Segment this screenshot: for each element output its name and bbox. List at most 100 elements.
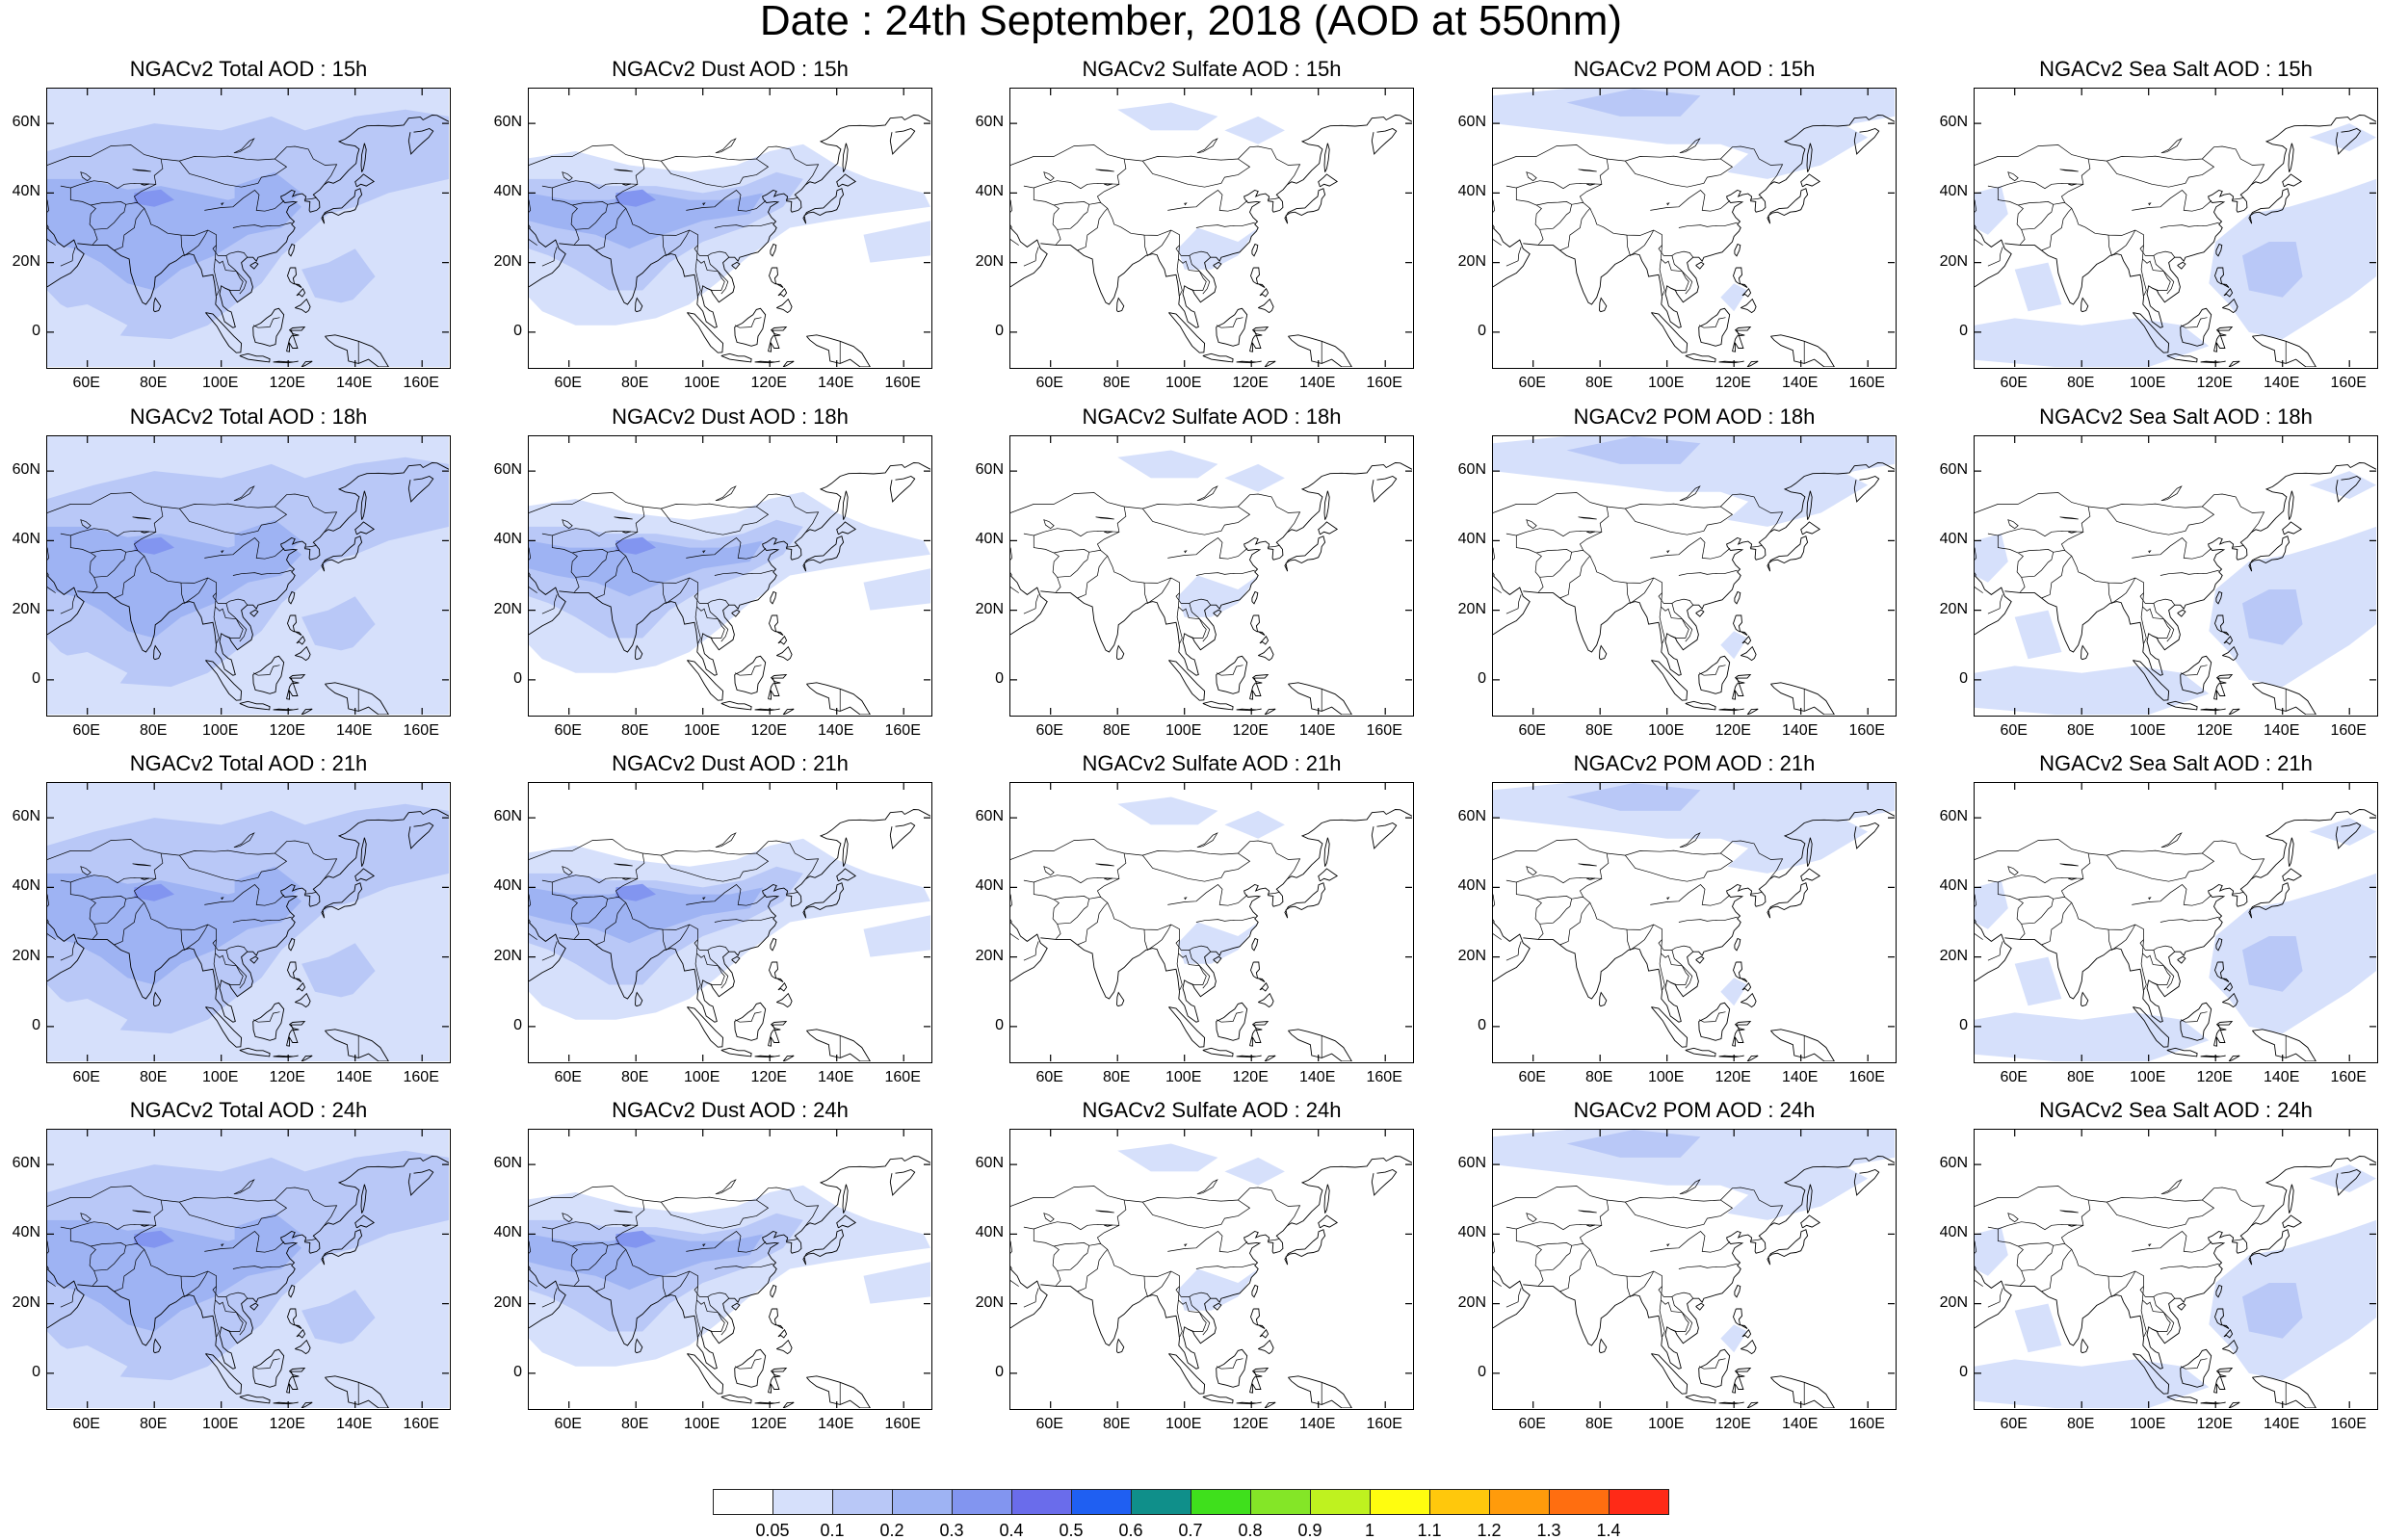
coastline: [2133, 660, 2170, 701]
coastline: [1010, 227, 1048, 288]
aod-field-light: [2014, 1303, 2062, 1353]
lat-tick-label: 60N: [12, 114, 40, 131]
coastline: [2215, 590, 2223, 605]
border-line: [529, 894, 532, 923]
colorbar-swatch: [713, 1489, 773, 1515]
border-line: [213, 953, 220, 991]
border-line: [1579, 852, 1694, 953]
lat-tick-label: 60N: [12, 461, 40, 479]
border-line: [133, 1199, 249, 1299]
coastline: [754, 708, 780, 712]
lat-tick-label: 60N: [493, 461, 522, 479]
border-line: [252, 665, 280, 676]
lat-tick-label: 0: [995, 1016, 1004, 1033]
coastline: [2166, 700, 2198, 711]
border-line: [661, 852, 770, 882]
lon-tick-label: 140E: [2264, 1416, 2300, 1432]
border-line: [1539, 1245, 1573, 1271]
coastline: [802, 1229, 845, 1266]
border-line: [1975, 1240, 1977, 1269]
lon-tick-label: 100E: [684, 722, 720, 739]
coastline: [1767, 188, 1809, 224]
coastline: [1698, 1002, 1731, 1041]
colorbar-label: 0.4: [999, 1521, 1024, 1540]
aod-field-light: [2309, 1164, 2376, 1192]
panel-title: NGACv2 Dust AOD : 21h: [612, 751, 849, 775]
lat-tick-label: 0: [995, 322, 1004, 339]
coastline: [1258, 298, 1274, 314]
map-frame: [1974, 1129, 2378, 1410]
coastline: [1251, 590, 1259, 605]
border-line: [1189, 1296, 1211, 1336]
border-line: [1010, 574, 1019, 593]
colorbar-swatch: [1131, 1489, 1191, 1515]
lake-outline: [1578, 169, 1597, 172]
coastline: [1250, 1308, 1266, 1329]
aod-field-light: [1117, 1143, 1218, 1172]
lat-tick-label: 20N: [493, 252, 522, 270]
coastline: [354, 173, 376, 188]
lon-tick-label: 140E: [1299, 375, 1336, 391]
border-line: [1579, 158, 1694, 258]
coastline: [1599, 991, 1608, 1007]
panel-title: NGACv2 Sulfate AOD : 24h: [1082, 1098, 1342, 1122]
aod-field-light: [1177, 1268, 1259, 1311]
coastline: [1523, 462, 1895, 676]
coastline: [2248, 535, 2290, 572]
coastline: [889, 476, 916, 503]
aod-field-mid: [301, 1290, 376, 1345]
lake-outline: [221, 897, 224, 901]
lake-outline: [1043, 171, 1055, 182]
border-line: [1625, 158, 1734, 188]
coastline: [325, 1029, 389, 1061]
border-line: [1626, 577, 1655, 604]
lake-outline: [1666, 202, 1670, 206]
lake-outline: [1578, 863, 1597, 867]
coastline: [2215, 1284, 2223, 1298]
coastline: [777, 1328, 788, 1339]
coastline: [2215, 243, 2223, 257]
coastline: [1767, 882, 1809, 919]
coastline: [836, 868, 857, 882]
lake-outline: [562, 1213, 573, 1223]
coastline: [1249, 673, 1270, 700]
aod-field-light: [1720, 978, 1748, 1006]
lat-tick-label: 0: [32, 1016, 40, 1033]
coastline: [889, 1169, 916, 1196]
coastline: [2180, 1348, 2212, 1388]
coastline: [1216, 1002, 1248, 1041]
panel-title: NGACv2 POM AOD : 15h: [1573, 57, 1816, 81]
aod-field-light: [2014, 262, 2062, 312]
lat-tick-label: 40N: [1457, 877, 1486, 895]
border-line: [114, 902, 145, 946]
coastline: [252, 1002, 285, 1041]
lon-tick-label: 120E: [1232, 1416, 1269, 1432]
coastline: [2288, 143, 2294, 172]
border-line: [2107, 577, 2136, 604]
border-line: [707, 950, 729, 989]
lake-outline: [715, 138, 737, 154]
border-line: [204, 190, 285, 212]
coastline: [2180, 655, 2212, 694]
lake-outline: [132, 1210, 151, 1214]
coastline: [252, 1348, 285, 1388]
lon-tick-label: 100E: [2130, 1416, 2166, 1432]
aod-map: [1493, 1130, 1895, 1408]
lake-outline: [1526, 519, 1537, 530]
lat-tick-label: 60N: [1939, 461, 1968, 479]
coastline: [1599, 1338, 1608, 1354]
lon-tick-label: 100E: [1165, 1069, 1202, 1085]
coastline: [1259, 981, 1270, 992]
lat-tick-label: 0: [513, 669, 522, 687]
coastline: [1249, 326, 1270, 352]
coastline: [321, 1229, 363, 1266]
border-line: [1516, 1221, 1602, 1231]
colorbar-label: 0.8: [1238, 1521, 1263, 1540]
border-line: [2180, 665, 2208, 676]
border-line: [1493, 492, 1784, 533]
border-line: [180, 577, 209, 604]
aod-field-light: [47, 1345, 128, 1395]
lon-tick-label: 160E: [1366, 1069, 1402, 1085]
coastline: [559, 115, 930, 328]
coastline: [1264, 1055, 1276, 1061]
